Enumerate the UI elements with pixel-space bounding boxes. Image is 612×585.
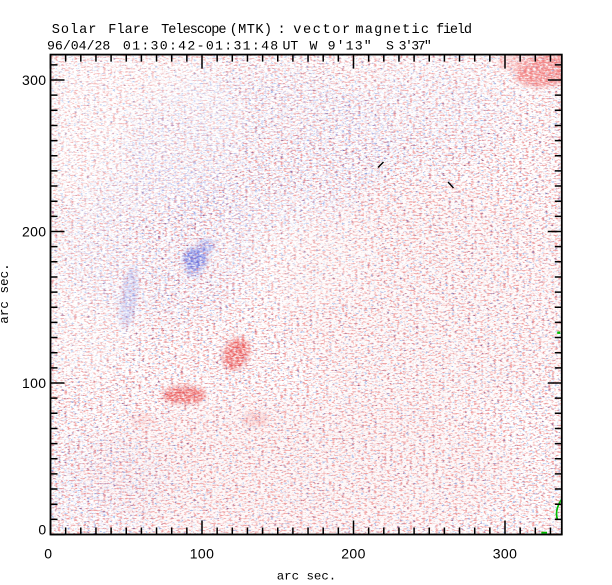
svg-text:100: 100: [22, 375, 47, 391]
svg-text:300: 300: [493, 546, 518, 562]
svg-text:300: 300: [22, 72, 47, 88]
svg-text:Telescope: Telescope: [161, 23, 226, 38]
svg-text:Flare: Flare: [108, 23, 149, 38]
svg-text:200: 200: [22, 223, 47, 239]
svg-text:01:30:42-01:31:48: 01:30:42-01:31:48: [123, 38, 280, 53]
svg-text:arc sec.: arc sec.: [0, 263, 12, 323]
svg-text:UT: UT: [283, 38, 299, 53]
svg-text:Solar: Solar: [52, 23, 98, 38]
svg-text:(MTK): (MTK): [230, 23, 273, 38]
svg-text::: :: [278, 23, 286, 38]
svg-text:96/04/28: 96/04/28: [47, 38, 110, 53]
svg-text:field: field: [436, 23, 471, 38]
svg-text:0: 0: [38, 521, 46, 537]
svg-text:W 9'13": W 9'13": [310, 38, 373, 53]
svg-text:100: 100: [190, 546, 215, 562]
svg-text:magnetic: magnetic: [355, 23, 430, 38]
svg-text:arc sec.: arc sec.: [277, 569, 337, 583]
svg-text:200: 200: [341, 546, 366, 562]
svg-text:0: 0: [44, 546, 52, 562]
svg-text:S 3'37": S 3'37": [386, 38, 431, 53]
svg-text:vector: vector: [293, 23, 352, 38]
